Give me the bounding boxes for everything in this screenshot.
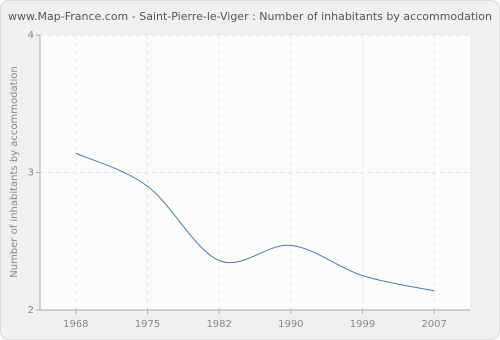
x-tick-label: 1982 [206,319,231,330]
x-tick-label: 1999 [350,319,375,330]
chart-title: www.Map-France.com - Saint-Pierre-le-Vig… [8,10,492,23]
y-tick-label: 3 [28,168,34,179]
y-tick-label: 2 [28,305,34,316]
y-axis-label: Number of inhabitants by accommodation [9,66,20,278]
y-tick-label: 4 [28,30,34,41]
x-tick-label: 1975 [135,319,160,330]
x-tick-label: 2007 [421,319,446,330]
plot-area [40,35,470,310]
x-tick-label: 1968 [63,319,88,330]
line-series [75,152,435,292]
x-tick-label: 1990 [278,319,303,330]
